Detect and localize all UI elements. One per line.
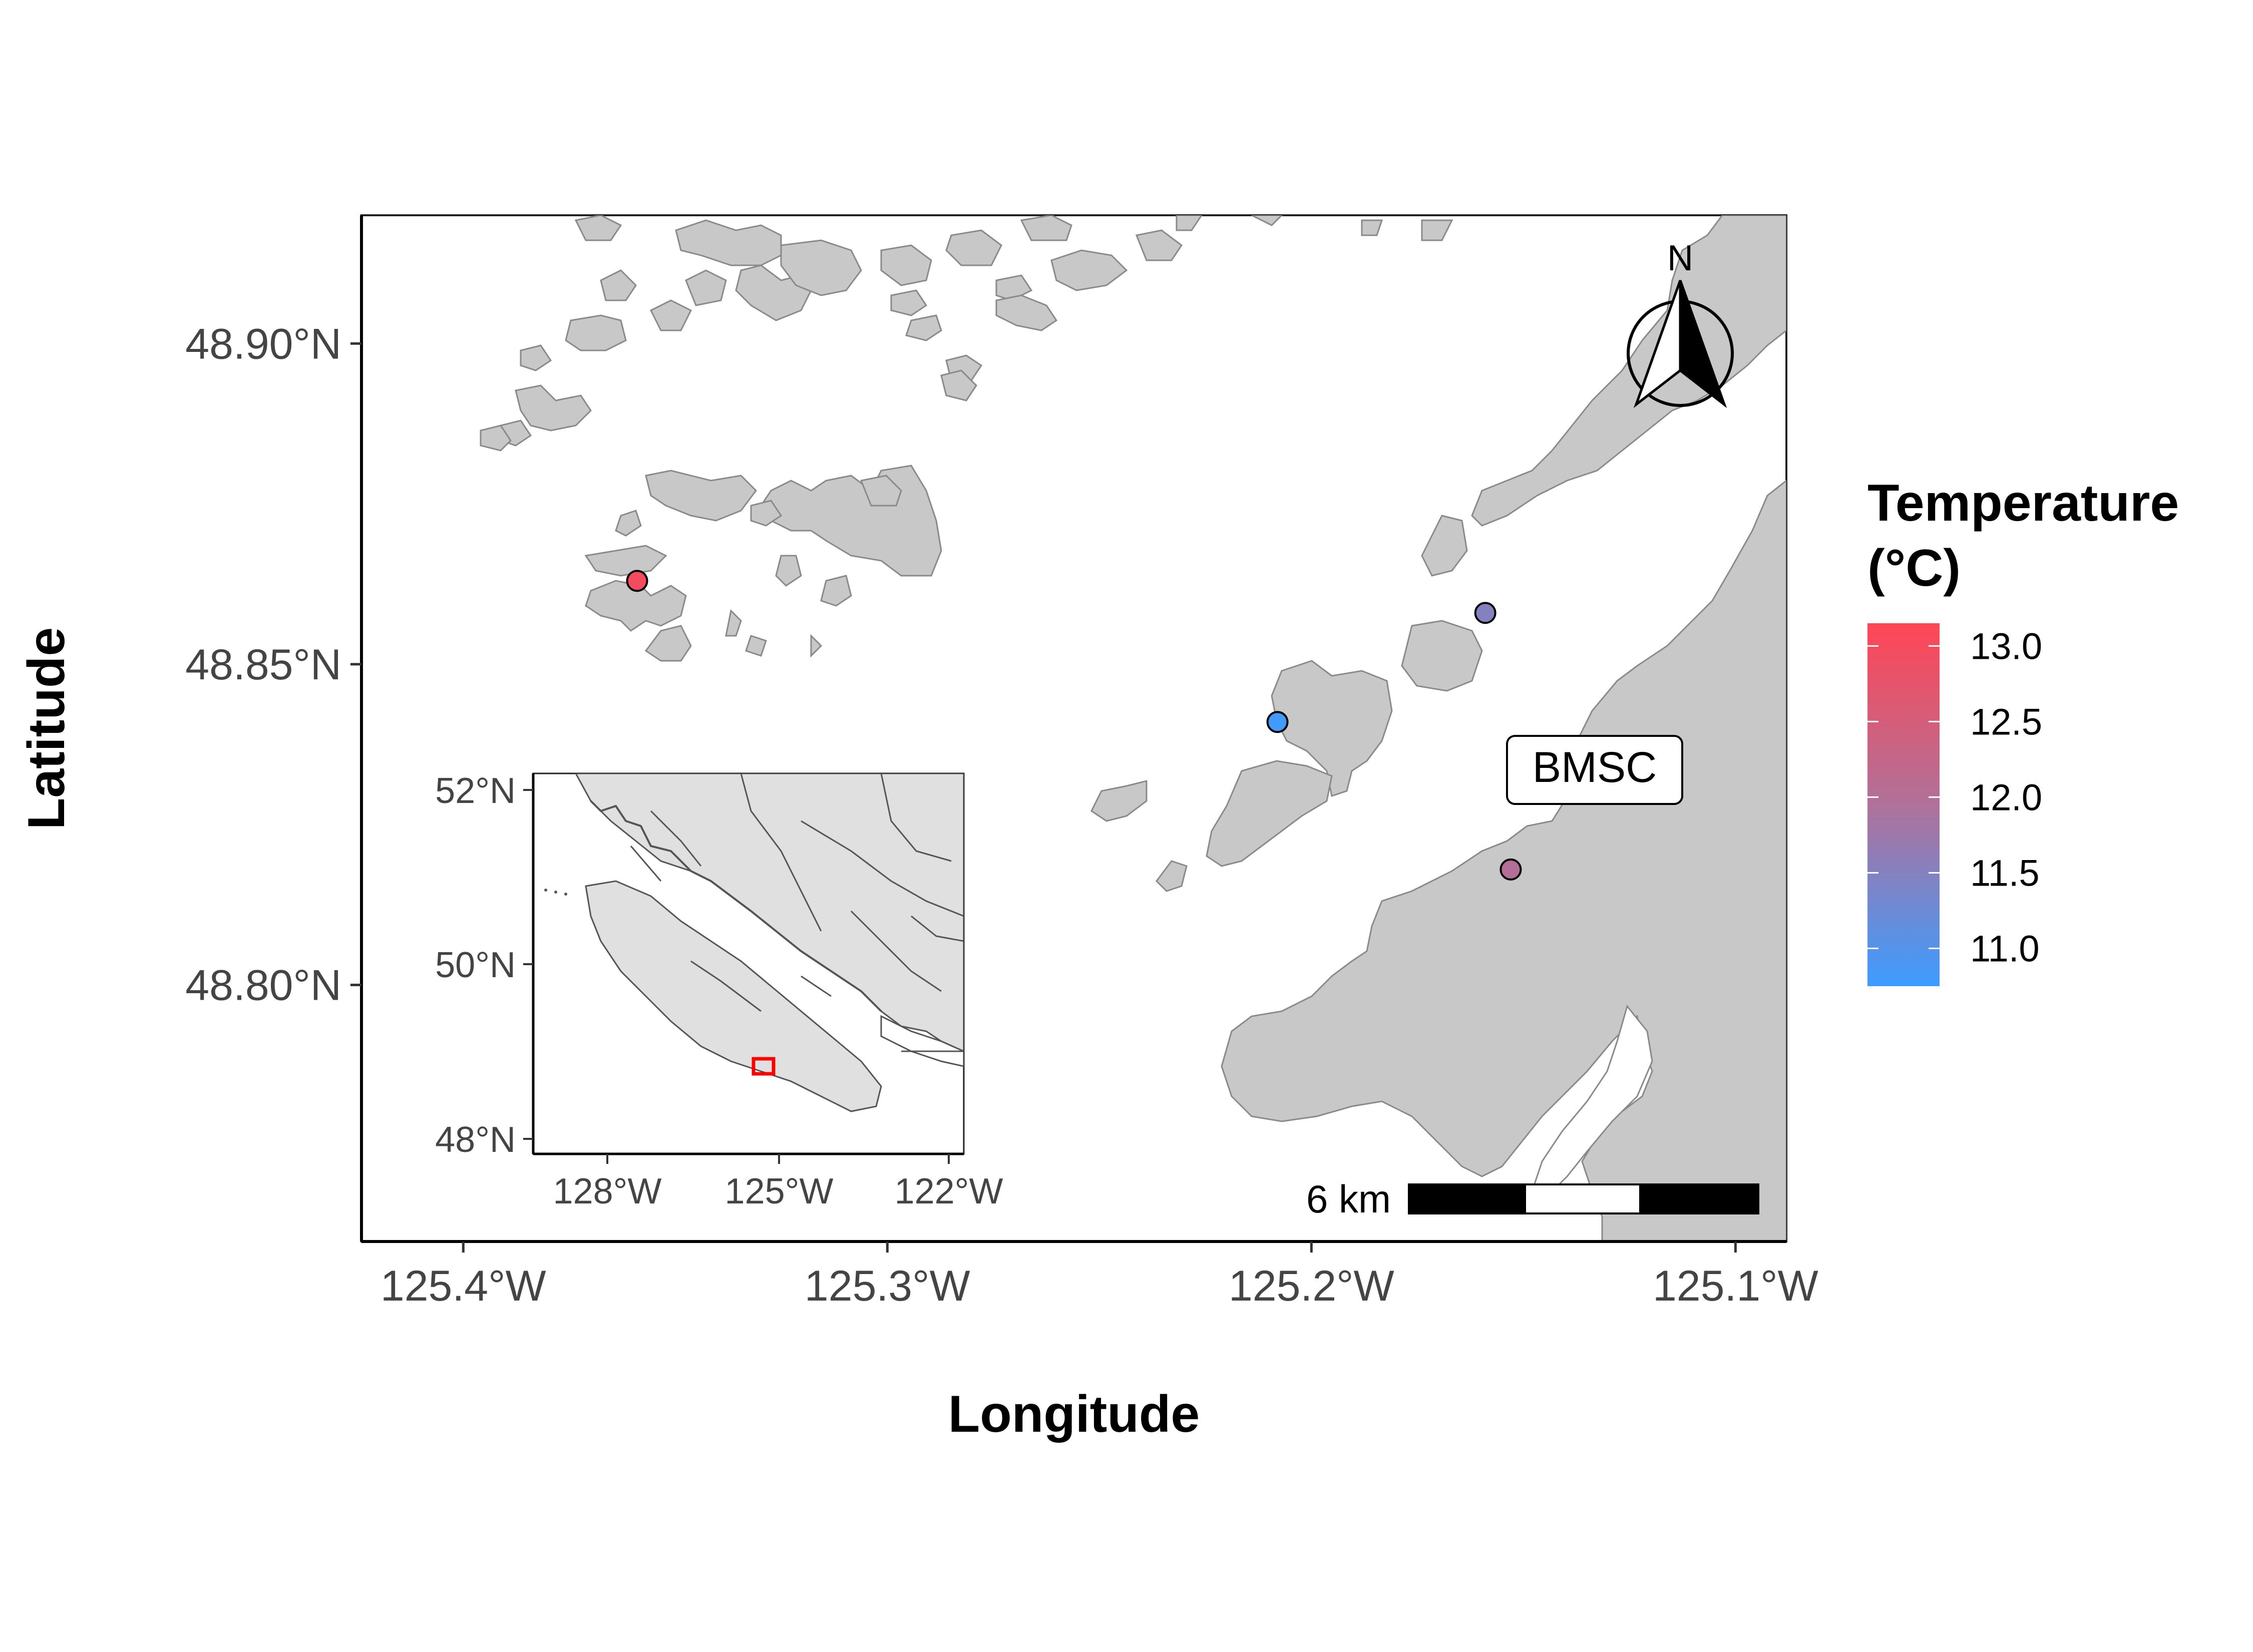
island-w37 [1421, 219, 1453, 241]
island-w25 [945, 229, 1002, 266]
sample-point [1266, 711, 1289, 733]
legend-tick-label: 12.0 [1970, 776, 2042, 818]
island-w34 [1176, 215, 1203, 231]
inset-land-layer [544, 773, 964, 1112]
inset-map: 128°W 125°W 122°W 52°N 50°N 48°N [435, 771, 1003, 1211]
scale-bar-seg-1 [1408, 1183, 1526, 1214]
island-w30 [905, 314, 942, 341]
inset-x-tick-2: 125°W [725, 1171, 834, 1211]
legend-tick-label: 12.5 [1970, 701, 2042, 742]
island-c3 [1090, 780, 1148, 822]
inset-y-tick-1: 52°N [435, 771, 516, 811]
island-n2 [1401, 620, 1483, 692]
legend-title-line1: Temperature [1867, 474, 2179, 532]
inset-boundaries [630, 773, 964, 1012]
island-w5 [584, 545, 667, 577]
points-layer [626, 570, 1522, 881]
y-tick-label: 48.85°N [185, 641, 341, 689]
island-w1 [645, 470, 757, 522]
sample-point [1499, 858, 1522, 881]
x-tick-label: 125.4°W [381, 1262, 546, 1310]
north-arrow-right [1679, 280, 1727, 408]
inset-study-area-box [752, 1057, 776, 1076]
legend-ticks: 13.0 12.5 12.0 11.5 11.0 [1867, 625, 2042, 969]
inset-x-tick-1: 128°W [553, 1171, 662, 1211]
island-w26 [1020, 215, 1072, 241]
inset-coast-detail [590, 800, 882, 1012]
island-w22 [574, 215, 622, 241]
island-w35 [1251, 215, 1283, 226]
y-axis-ticks: 48.90°N 48.85°N 48.80°N [185, 320, 361, 1010]
island-w18 [565, 314, 627, 351]
legend-title-line2: (°C) [1867, 539, 1961, 597]
inset-y-tick-3: 48°N [435, 1120, 516, 1160]
island-w11 [810, 634, 823, 658]
sample-point [1474, 602, 1496, 624]
x-tick-label: 125.1°W [1653, 1262, 1818, 1310]
x-axis-ticks: 125.4°W 125.3°W 125.2°W 125.1°W [381, 1242, 1818, 1310]
inset-islet-2 [554, 891, 557, 894]
island-c4 [1156, 860, 1188, 892]
island-w39 [860, 475, 902, 507]
inset-islet-1 [544, 889, 547, 892]
inset-strait [880, 1015, 964, 1067]
island-w24 [880, 244, 932, 286]
legend: Temperature (°C) 13.0 12.5 12.0 11.5 11.0 [1867, 474, 2179, 986]
scale-bar: 6 km [1306, 1177, 1759, 1221]
island-w15 [685, 269, 727, 306]
island-w29 [890, 289, 928, 316]
x-axis-title: Longitude [948, 1385, 1200, 1443]
ne-peninsula [1471, 215, 1786, 527]
inset-islet-3 [564, 893, 567, 896]
island-w12 [515, 384, 592, 432]
y-tick-label: 48.90°N [185, 320, 341, 368]
y-tick-label: 48.80°N [185, 962, 341, 1010]
island-w6 [615, 510, 642, 537]
island-n1 [1421, 515, 1468, 577]
bmsc-label-text: BMSC [1533, 743, 1657, 791]
island-w3 [775, 555, 802, 587]
island-c1 [1271, 660, 1393, 797]
island-w19 [520, 344, 552, 371]
x-tick-label: 125.3°W [805, 1262, 970, 1310]
scale-bar-seg-2 [1524, 1183, 1641, 1214]
island-w38 [940, 369, 977, 401]
island-w23 [780, 239, 862, 296]
legend-tick-label: 11.0 [1970, 928, 2040, 969]
island-w8 [644, 625, 692, 662]
island-w10 [745, 635, 767, 657]
island-w27 [1050, 249, 1128, 291]
island-c2 [1206, 760, 1333, 867]
island-w36 [1361, 219, 1383, 236]
legend-tick-label: 13.0 [1970, 625, 2042, 667]
bmsc-label-box [1506, 735, 1683, 805]
inset-vancouver-island [585, 880, 882, 1112]
inset-x-tick-3: 122°W [895, 1171, 1003, 1211]
inset-x-ticks: 128°W 125°W 122°W [553, 1154, 1003, 1211]
legend-colorbar [1867, 623, 1940, 986]
x-tick-label: 125.2°W [1229, 1262, 1394, 1310]
y-axis-title: Latitude [18, 627, 76, 830]
island-w40 [750, 500, 783, 527]
island-w32 [995, 294, 1058, 331]
island-w4 [820, 575, 852, 607]
island-w16 [649, 299, 692, 331]
bmsc-label: BMSC [1506, 735, 1683, 805]
scale-bar-seg-3 [1639, 1183, 1759, 1214]
inset-y-ticks: 52°N 50°N 48°N [435, 771, 533, 1160]
island-w17 [600, 269, 637, 301]
legend-tick-label: 11.5 [1970, 852, 2040, 894]
sample-point [626, 570, 648, 592]
inset-y-tick-2: 50°N [435, 945, 516, 985]
scale-bar-label: 6 km [1306, 1177, 1391, 1221]
island-w33 [1135, 229, 1183, 261]
north-arrow: N [1627, 238, 1734, 408]
north-arrow-letter: N [1667, 238, 1693, 278]
island-w9 [725, 609, 742, 637]
island-w21 [480, 425, 512, 452]
